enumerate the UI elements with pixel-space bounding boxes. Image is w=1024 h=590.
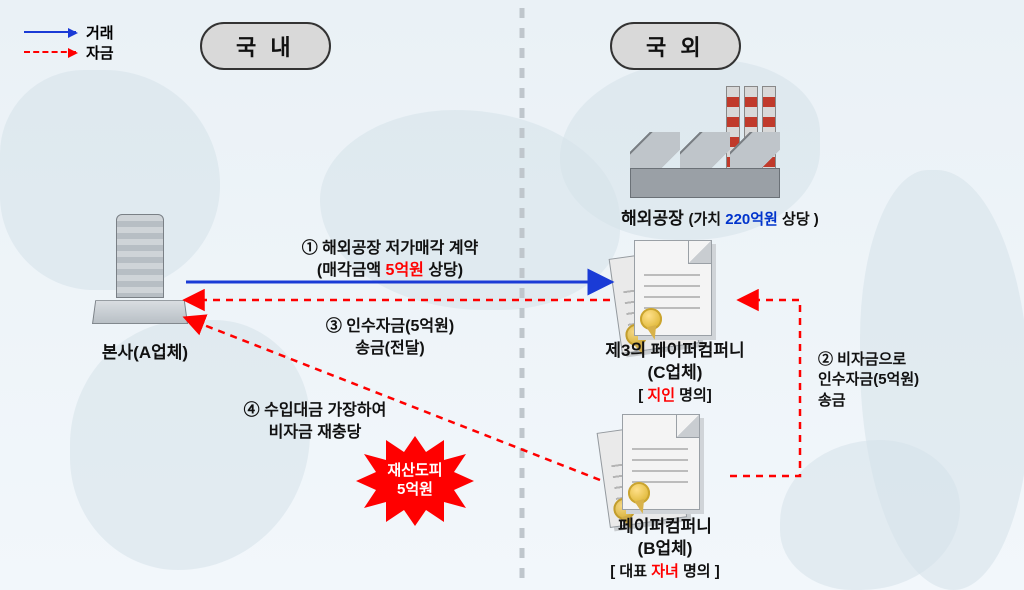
burst-line1: 재산도피 bbox=[387, 462, 442, 479]
anno1-line1: ① 해외공장 저가매각 계약 bbox=[302, 240, 479, 257]
anno1-line2-red: 5억원 bbox=[386, 262, 424, 279]
company-b-line2: (B업체) bbox=[638, 539, 693, 558]
anno2-line3: 송금 bbox=[818, 392, 846, 409]
factory-label: 해외공장 (가치 220억원 상당 ) bbox=[560, 204, 880, 229]
anno1-line2-pre: (매각금액 bbox=[317, 262, 386, 279]
anno2-line2: 인수자금(5억원) bbox=[818, 371, 919, 388]
annotation-2: ② 비자금으로 인수자금(5억원) 송금 bbox=[818, 350, 978, 411]
company-c-owner-prefix: [ bbox=[638, 387, 647, 404]
anno3-line1: ③ 인수자금(5억원) bbox=[326, 318, 454, 335]
legend-label: 거래 bbox=[86, 22, 114, 43]
company-b-owner-red: 자녀 bbox=[651, 563, 679, 580]
company-c-owner-suffix: 명의] bbox=[675, 387, 712, 404]
header-domestic: 국 내 bbox=[200, 22, 331, 70]
anno1-line2-post: 상당) bbox=[424, 262, 463, 279]
factory-value-prefix: (가치 bbox=[688, 211, 725, 228]
diagram-stage: 거래 자금 국 내 국 외 본사(A업체) 해외공장 (가치 220억원 상당 … bbox=[0, 0, 1024, 590]
burst-line2: 5억원 bbox=[397, 481, 433, 498]
legend: 거래 자금 bbox=[24, 22, 114, 62]
factory-name: 해외공장 bbox=[621, 209, 684, 228]
hq-icon bbox=[92, 214, 188, 324]
document-icon bbox=[622, 414, 700, 510]
anno2-line1: ② 비자금으로 bbox=[818, 351, 906, 368]
company-b-line1: 페이퍼컴퍼니 bbox=[618, 517, 712, 536]
annotation-1: ① 해외공장 저가매각 계약 (매각금액 5억원 상당) bbox=[250, 238, 530, 281]
burst-text: 재산도피 5억원 bbox=[387, 462, 442, 500]
legend-line-solid bbox=[24, 31, 76, 33]
legend-item-transaction: 거래 bbox=[24, 22, 114, 42]
legend-item-funds: 자금 bbox=[24, 42, 114, 62]
annotation-3: ③ 인수자금(5억원) 송금(전달) bbox=[280, 316, 500, 359]
company-b-label: 페이퍼컴퍼니 (B업체) [ 대표 자녀 명의 ] bbox=[560, 516, 770, 582]
anno4-line2: 비자금 재충당 bbox=[269, 424, 362, 441]
company-c-label: 제3의 페이퍼컴퍼니 (C업체) [ 지인 명의] bbox=[570, 340, 780, 406]
anno3-line2: 송금(전달) bbox=[355, 340, 425, 357]
factory-value-amount: 220억원 bbox=[725, 211, 778, 228]
document-icon bbox=[634, 240, 712, 336]
header-overseas: 국 외 bbox=[610, 22, 741, 70]
legend-label: 자금 bbox=[86, 42, 114, 63]
legend-line-dashed bbox=[24, 51, 76, 53]
company-c-line2: (C업체) bbox=[648, 363, 703, 382]
company-b-owner-suffix: 명의 ] bbox=[679, 563, 720, 580]
company-c-line1: 제3의 페이퍼컴퍼니 bbox=[605, 341, 744, 360]
factory-icon bbox=[630, 78, 780, 198]
company-c-owner-red: 지인 bbox=[647, 387, 675, 404]
hq-label: 본사(A업체) bbox=[70, 338, 220, 363]
burst-badge: 재산도피 5억원 bbox=[356, 436, 474, 526]
anno4-line1: ④ 수입대금 가장하여 bbox=[244, 402, 387, 419]
company-b-owner-prefix: [ 대표 bbox=[610, 563, 651, 580]
factory-value-suffix: 상당 ) bbox=[778, 211, 819, 228]
